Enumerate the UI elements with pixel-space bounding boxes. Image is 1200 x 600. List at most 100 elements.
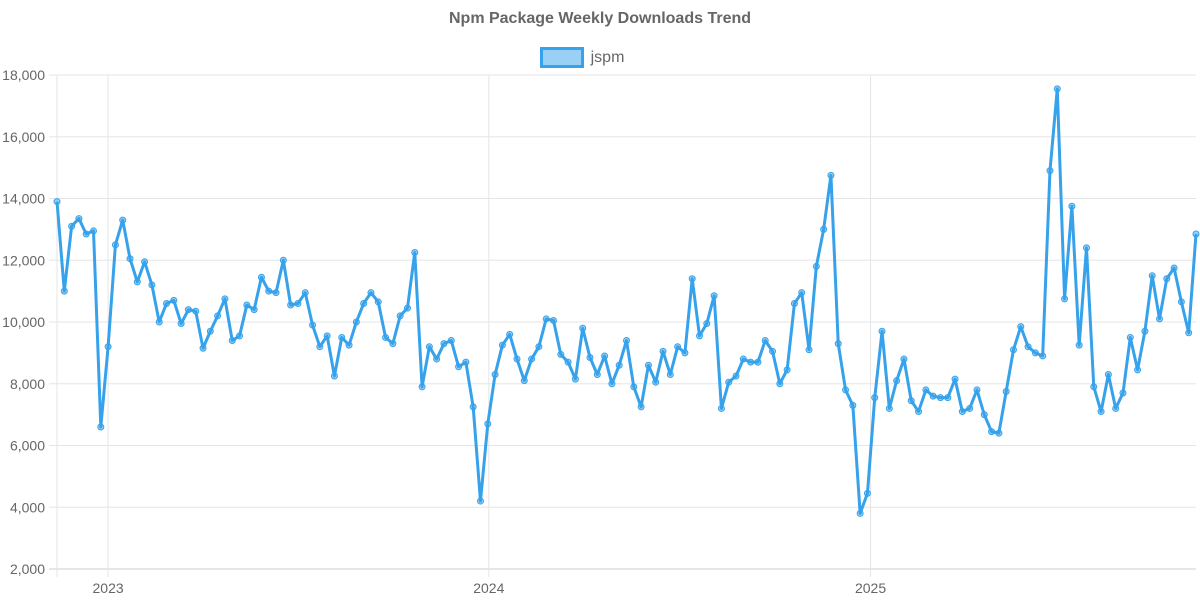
data-point xyxy=(228,337,236,345)
data-point xyxy=(995,429,1003,437)
data-point xyxy=(900,355,908,363)
data-point xyxy=(798,289,806,297)
data-point xyxy=(623,337,630,345)
data-point xyxy=(1097,408,1105,416)
data-point xyxy=(1119,389,1127,397)
data-point xyxy=(907,397,915,405)
data-point xyxy=(1017,323,1025,331)
data-point xyxy=(769,347,777,355)
data-point xyxy=(221,295,229,303)
data-point xyxy=(966,404,974,412)
data-point xyxy=(973,386,981,394)
data-point xyxy=(878,327,886,335)
data-point xyxy=(447,337,455,345)
data-point xyxy=(455,363,463,371)
data-point xyxy=(812,262,820,270)
data-point xyxy=(68,222,76,230)
data-point xyxy=(805,346,813,354)
data-point xyxy=(717,404,725,412)
data-point xyxy=(936,394,944,402)
legend: jspm xyxy=(0,47,1200,68)
data-point xyxy=(637,403,645,411)
data-point xyxy=(659,347,667,355)
data-point xyxy=(893,377,901,385)
data-point xyxy=(1177,298,1185,306)
data-point xyxy=(1075,341,1083,349)
y-axis: 2,000 4,000 6,000 8,000 10,000 12,000 14,000 16… xyxy=(2,67,45,577)
data-point xyxy=(1031,349,1039,357)
data-point xyxy=(433,355,441,363)
data-point xyxy=(542,315,550,323)
data-point xyxy=(287,301,295,309)
data-point xyxy=(119,216,127,224)
legend-swatch[interactable] xyxy=(539,47,584,68)
y-tick-label: 18,000 xyxy=(2,67,45,83)
data-point xyxy=(382,333,390,341)
y-tick-label: 10,000 xyxy=(2,314,45,330)
data-point xyxy=(674,343,682,351)
data-point xyxy=(571,375,579,383)
data-point xyxy=(506,330,514,338)
chart-title: Npm Package Weekly Downloads Trend xyxy=(448,10,752,27)
x-tick-label: 2025 xyxy=(855,580,886,596)
data-point xyxy=(776,380,784,388)
data-point xyxy=(615,361,623,369)
data-point xyxy=(696,332,704,340)
data-point xyxy=(374,298,382,306)
data-point xyxy=(564,358,572,366)
data-point xyxy=(871,394,879,402)
data-point xyxy=(885,404,893,412)
data-point xyxy=(827,171,835,179)
data-point xyxy=(790,299,798,307)
y-tick-label: 16,000 xyxy=(2,129,45,145)
y-tick-label: 12,000 xyxy=(2,252,45,268)
data-point xyxy=(1148,272,1156,280)
data-point xyxy=(856,509,864,517)
data-point xyxy=(484,420,492,428)
data-point xyxy=(1082,244,1090,252)
data-point xyxy=(396,312,404,320)
data-point xyxy=(593,370,601,378)
data-point xyxy=(688,275,696,283)
data-point xyxy=(316,343,324,351)
legend-label[interactable]: jspm xyxy=(590,48,625,66)
data-point xyxy=(206,327,214,335)
data-point xyxy=(849,401,857,409)
data-point xyxy=(601,352,609,360)
data-point xyxy=(1192,230,1200,238)
data-point xyxy=(666,370,674,378)
data-point xyxy=(104,343,112,351)
data-point xyxy=(425,343,433,351)
data-point xyxy=(403,304,411,312)
data-point xyxy=(265,287,273,295)
data-point xyxy=(579,324,587,332)
data-point xyxy=(703,320,711,328)
data-point xyxy=(652,378,660,386)
data-point xyxy=(630,383,638,391)
data-point xyxy=(126,255,134,263)
data-point xyxy=(75,215,83,223)
data-point xyxy=(141,258,149,266)
data-point xyxy=(1002,387,1010,395)
data-point xyxy=(163,299,171,307)
y-tick-label: 6,000 xyxy=(10,438,45,454)
data-point xyxy=(1009,346,1017,354)
data-point xyxy=(608,380,616,388)
grid xyxy=(49,74,1196,577)
data-point xyxy=(988,428,996,436)
data-point xyxy=(155,318,163,326)
y-tick-label: 2,000 xyxy=(10,561,45,577)
data-point xyxy=(1090,383,1098,391)
data-point xyxy=(192,307,200,315)
data-point xyxy=(842,386,850,394)
y-tick-label: 4,000 xyxy=(10,499,45,515)
data-point xyxy=(90,227,98,235)
data-point xyxy=(214,312,222,320)
data-point xyxy=(732,372,740,380)
x-axis: 2023 2024 2025 xyxy=(93,580,887,596)
data-point xyxy=(535,343,543,351)
data-point xyxy=(323,332,331,340)
data-point xyxy=(184,306,192,314)
data-point xyxy=(922,386,930,394)
data-point xyxy=(148,281,156,289)
